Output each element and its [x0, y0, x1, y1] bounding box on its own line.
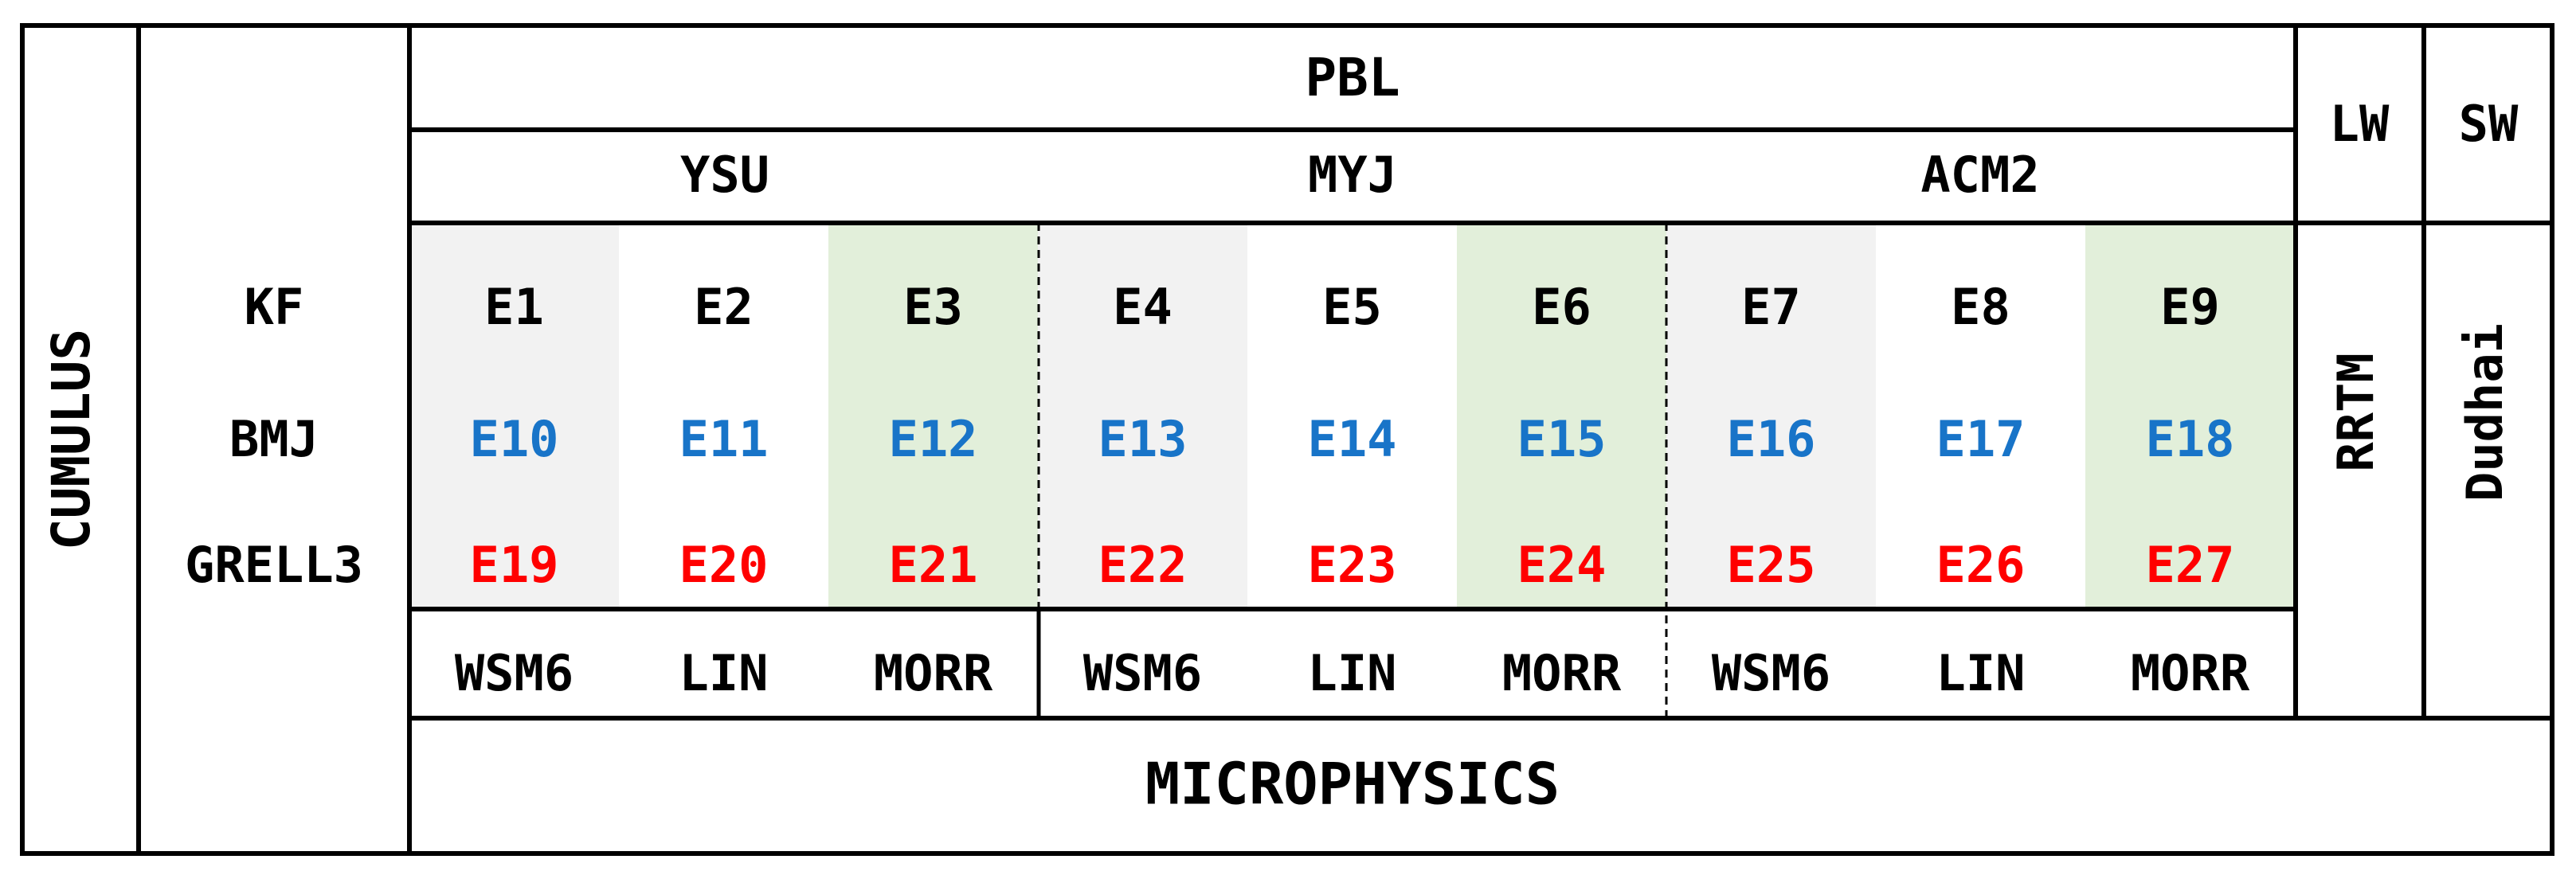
microphysics-scheme-wsm6: WSM6	[1712, 644, 1830, 702]
cumulus-title: CUMULUS	[41, 329, 102, 550]
experiment-cell-e9: E9	[2160, 278, 2220, 336]
experiment-cell-e17: E17	[1936, 410, 2026, 468]
experiment-cell-e8: E8	[1951, 278, 2010, 336]
experiment-cell-e12: E12	[889, 410, 978, 468]
microphysics-scheme-morr: MORR	[874, 644, 993, 702]
pbl-title: PBL	[1305, 47, 1400, 108]
experiment-cell-e13: E13	[1098, 410, 1188, 468]
column-shade-9	[2085, 225, 2295, 609]
column-shade-3	[828, 225, 1038, 609]
experiment-cell-e19: E19	[470, 536, 559, 594]
microphysics-scheme-labels: WSM6 LIN MORR WSM6 LIN MORR WSM6 LIN MORR	[455, 644, 2250, 702]
experiment-cell-e26: E26	[1936, 536, 2026, 594]
pbl-scheme-myj: MYJ	[1308, 146, 1397, 204]
experiment-cell-e24: E24	[1517, 536, 1607, 594]
microphysics-title: MICROPHYSICS	[1145, 751, 1560, 818]
microphysics-scheme-lin: LIN	[1308, 644, 1397, 702]
sw-title: SW	[2459, 95, 2519, 153]
lw-title: LW	[2330, 95, 2390, 153]
experiment-cell-e20: E20	[679, 536, 769, 594]
cumulus-scheme-bmj: BMJ	[229, 410, 319, 468]
cumulus-scheme-grell3: GRELL3	[185, 536, 363, 594]
column-shade-4	[1038, 225, 1247, 609]
cumulus-scheme-kf: KF	[245, 278, 304, 336]
experiment-cell-e25: E25	[1727, 536, 1816, 594]
sw-scheme: Dudhai	[2456, 323, 2514, 502]
experiment-cell-e10: E10	[470, 410, 559, 468]
microphysics-scheme-morr: MORR	[1502, 644, 1622, 702]
experiment-cell-e1: E1	[484, 278, 544, 336]
microphysics-scheme-lin: LIN	[679, 644, 769, 702]
pbl-scheme-ysu: YSU	[680, 146, 769, 204]
pbl-scheme-acm2: ACM2	[1920, 146, 2039, 204]
column-shade-7	[1666, 225, 1876, 609]
microphysics-scheme-wsm6: WSM6	[455, 644, 574, 702]
lw-scheme: RRTM	[2327, 353, 2385, 471]
microphysics-scheme-wsm6: WSM6	[1083, 644, 1202, 702]
experiment-cell-e18: E18	[2146, 410, 2235, 468]
experiment-cell-e3: E3	[903, 278, 963, 336]
experiment-cell-e14: E14	[1308, 410, 1397, 468]
outer-border	[20, 23, 2554, 856]
microphysics-scheme-morr: MORR	[2131, 644, 2250, 702]
experiment-cell-e15: E15	[1517, 410, 1607, 468]
column-shading	[409, 225, 2295, 609]
experiment-cell-e23: E23	[1308, 536, 1397, 594]
column-shade-1	[409, 225, 619, 609]
grid-lines	[20, 23, 2554, 856]
experiment-cell-e4: E4	[1113, 278, 1173, 336]
experiment-cell-e2: E2	[694, 278, 754, 336]
experiment-cell-e7: E7	[1741, 278, 1801, 336]
experiment-cell-e6: E6	[1532, 278, 1591, 336]
experiment-cell-e16: E16	[1727, 410, 1816, 468]
experiment-cell-e11: E11	[679, 410, 769, 468]
experiment-cell-e21: E21	[889, 536, 978, 594]
column-shade-6	[1457, 225, 1666, 609]
experiment-cell-e22: E22	[1098, 536, 1188, 594]
experiment-cells: E1 E2 E3 E4 E5 E6 E7 E8 E9 E10 E11 E12 E13 E14 E15 E16 E…	[470, 278, 2235, 594]
microphysics-scheme-lin: LIN	[1936, 644, 2026, 702]
experiment-cell-e27: E27	[2146, 536, 2235, 594]
experiment-cell-e5: E5	[1322, 278, 1382, 336]
